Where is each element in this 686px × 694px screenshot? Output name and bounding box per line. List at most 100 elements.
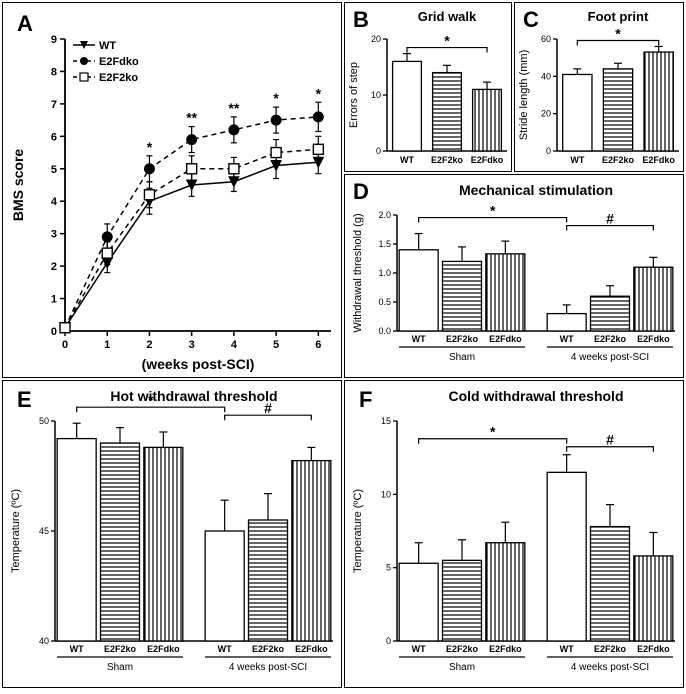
svg-text:*: *	[147, 139, 153, 155]
panel-b-label: B	[353, 7, 369, 33]
svg-text:4: 4	[231, 339, 238, 351]
panel-a-label: A	[17, 11, 33, 37]
svg-text:Sham: Sham	[107, 662, 133, 673]
svg-text:E2Fdko: E2Fdko	[489, 644, 522, 654]
svg-text:**: **	[228, 100, 239, 116]
svg-text:*: *	[444, 33, 450, 49]
svg-text:#: #	[606, 211, 614, 227]
svg-text:E2Fdko: E2Fdko	[295, 644, 328, 654]
svg-text:*: *	[615, 25, 621, 41]
svg-text:WT: WT	[218, 644, 232, 654]
svg-text:E2Fdko: E2Fdko	[471, 155, 504, 165]
svg-text:10: 10	[381, 489, 391, 499]
svg-text:WT: WT	[412, 644, 426, 654]
svg-text:E2F2ko: E2F2ko	[99, 72, 138, 84]
svg-text:3: 3	[51, 229, 57, 241]
svg-text:10: 10	[371, 90, 381, 100]
svg-text:0: 0	[51, 326, 57, 338]
panel-c-label: C	[523, 7, 539, 33]
svg-text:4 weeks post-SCI: 4 weeks post-SCI	[571, 352, 649, 363]
svg-text:Mechanical stimulation: Mechanical stimulation	[459, 182, 613, 198]
svg-text:1.5: 1.5	[378, 239, 391, 249]
svg-text:Stride length (mm): Stride length (mm)	[518, 50, 530, 140]
svg-text:Sham: Sham	[449, 352, 475, 363]
svg-text:WT: WT	[560, 644, 574, 654]
svg-text:0: 0	[546, 146, 551, 156]
svg-text:WT: WT	[412, 334, 426, 344]
panel-a-chart: 01234567890123456(weeks post-SCI)BMS sco…	[3, 3, 343, 379]
svg-text:WT: WT	[560, 334, 574, 344]
svg-text:1.0: 1.0	[378, 268, 391, 278]
panel-c-chart: Foot print 0 20 40 60 Stride length (mm) WT E2F…	[515, 3, 685, 173]
svg-text:6: 6	[315, 339, 321, 351]
svg-text:(weeks post-SCI): (weeks post-SCI)	[142, 356, 255, 372]
svg-text:6: 6	[51, 131, 57, 143]
svg-text:#: #	[606, 432, 614, 448]
svg-text:E2Fdko: E2Fdko	[642, 155, 675, 165]
svg-text:2: 2	[146, 339, 152, 351]
panel-f-chart: Cold withdrawal threshold 0 5 10 15 Temperatu…	[345, 381, 685, 689]
svg-text:5: 5	[273, 339, 279, 351]
svg-text:15: 15	[381, 416, 391, 426]
svg-text:4 weeks post-SCI: 4 weeks post-SCI	[571, 662, 649, 673]
svg-text:8: 8	[51, 66, 57, 78]
svg-text:9: 9	[51, 34, 57, 46]
panel-b-chart: Grid walk01020Errors of stepWTE2F2koE2Fd…	[345, 3, 513, 173]
svg-text:40: 40	[541, 71, 551, 81]
svg-text:E2F2ko: E2F2ko	[446, 334, 479, 344]
svg-text:WT: WT	[70, 644, 84, 654]
svg-text:0.5: 0.5	[378, 297, 391, 307]
svg-text:E2F2ko: E2F2ko	[104, 644, 137, 654]
svg-text:Foot print: Foot print	[588, 9, 649, 24]
svg-text:#: #	[264, 400, 272, 416]
svg-text:Temperature (ºC): Temperature (ºC)	[352, 489, 364, 573]
svg-text:5: 5	[386, 563, 391, 573]
svg-text:Sham: Sham	[449, 662, 475, 673]
panel-e-label: E	[17, 387, 32, 413]
panel-d: D Mechanical stimulation 0.0 0.5 1.0 1.5 2.0 W…	[344, 174, 684, 378]
svg-text:*: *	[316, 85, 322, 101]
svg-text:1: 1	[51, 294, 57, 306]
svg-text:40: 40	[39, 636, 49, 646]
svg-text:20: 20	[541, 109, 551, 119]
svg-text:7: 7	[51, 99, 57, 111]
svg-text:20: 20	[371, 34, 381, 44]
panel-d-chart: Mechanical stimulation 0.0 0.5 1.0 1.5 2.0 Wit…	[345, 175, 685, 379]
svg-text:Errors of step: Errors of step	[348, 62, 360, 128]
panel-e: E Hot withdrawal threshold404550Temperat…	[2, 380, 342, 688]
svg-text:E2F2ko: E2F2ko	[446, 644, 479, 654]
svg-text:Withdrawal threshold (g): Withdrawal threshold (g)	[352, 213, 364, 332]
svg-text:**: **	[186, 110, 197, 126]
svg-text:3: 3	[189, 339, 195, 351]
svg-text:E2F2ko: E2F2ko	[431, 155, 464, 165]
svg-text:Cold withdrawal threshold: Cold withdrawal threshold	[448, 388, 623, 404]
svg-text:*: *	[273, 90, 279, 106]
svg-text:Grid walk: Grid walk	[418, 9, 477, 24]
svg-text:WT: WT	[570, 155, 584, 165]
svg-text:Temperature (ºC): Temperature (ºC)	[10, 489, 22, 573]
panel-b: B Grid walk01020Errors of stepWTE2F2koE2…	[344, 2, 512, 172]
svg-text:*: *	[490, 424, 496, 440]
panel-a: A 01234567890123456(weeks post-SCI)BMS s…	[2, 2, 342, 378]
svg-text:E2Fdko: E2Fdko	[489, 334, 522, 344]
panel-e-chart: Hot withdrawal threshold404550Temperatur…	[3, 381, 343, 689]
svg-text:0.0: 0.0	[378, 326, 391, 336]
figure: A 01234567890123456(weeks post-SCI)BMS s…	[0, 0, 686, 691]
svg-text:60: 60	[541, 34, 551, 44]
svg-text:0: 0	[376, 146, 381, 156]
svg-text:4: 4	[51, 196, 58, 208]
svg-text:5: 5	[51, 164, 57, 176]
svg-text:0: 0	[386, 636, 391, 646]
svg-text:1: 1	[104, 339, 110, 351]
svg-text:45: 45	[39, 526, 49, 536]
svg-text:E2F2ko: E2F2ko	[594, 644, 627, 654]
panel-f-label: F	[359, 387, 372, 413]
svg-text:Hot withdrawal threshold: Hot withdrawal threshold	[110, 388, 277, 404]
panel-d-label: D	[353, 179, 369, 205]
svg-text:E2Fdko: E2Fdko	[99, 56, 139, 68]
svg-text:E2F2ko: E2F2ko	[252, 644, 285, 654]
svg-text:E2F2ko: E2F2ko	[602, 155, 635, 165]
svg-text:2.0: 2.0	[378, 210, 391, 220]
svg-text:E2F2ko: E2F2ko	[594, 334, 627, 344]
svg-text:*: *	[148, 392, 154, 408]
